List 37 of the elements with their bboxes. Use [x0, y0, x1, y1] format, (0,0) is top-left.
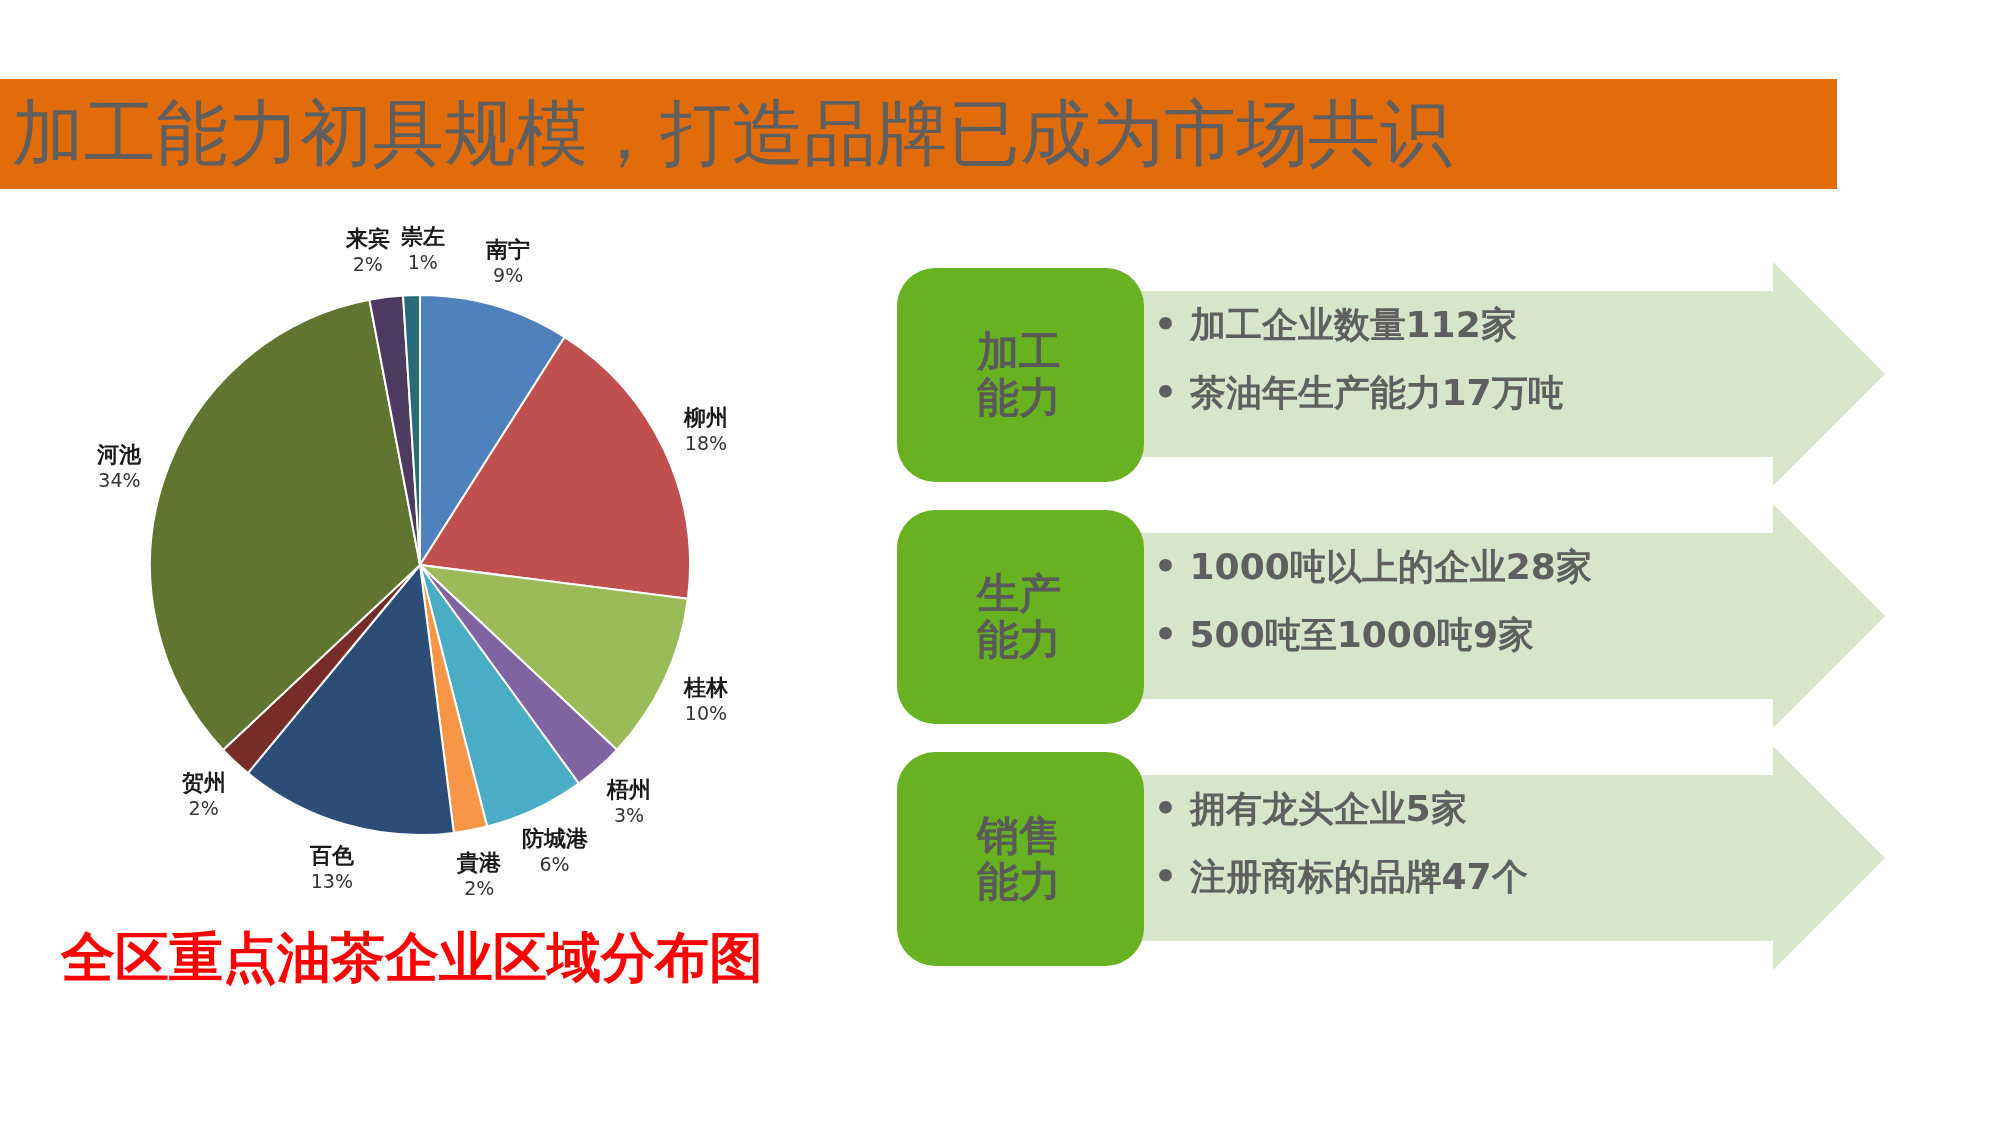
data-label: 18%: [684, 432, 728, 455]
slice-label: 防城港: [521, 825, 589, 851]
category-label: 生产能力: [977, 569, 1063, 664]
slice-label: 桂林: [682, 674, 729, 700]
slice-label: 河池: [96, 442, 143, 468]
text: • 茶油年生产能力17万吨: [1154, 371, 1564, 415]
slice-label: 崇左: [399, 224, 445, 250]
data-label: 2%: [464, 877, 495, 900]
rounded-box: 加工能力: [897, 268, 1144, 482]
data-label: 34%: [98, 469, 141, 492]
slice-label: 南宁: [485, 236, 531, 262]
data-label: 13%: [310, 870, 353, 893]
data-label: 1%: [407, 251, 438, 274]
text: 全区重点油茶企业区域分布图: [61, 926, 763, 989]
text: • 1000吨以上的企业28家: [1154, 545, 1592, 589]
data-label: 10%: [684, 701, 728, 724]
text: • 拥有龙头企业5家: [1154, 787, 1468, 831]
data-label: 2%: [188, 797, 219, 820]
text: • 注册商标的品牌47个: [1154, 855, 1528, 899]
chart-title: 加工能力初具规模，打造品牌已成为市场共识: [11, 91, 1452, 176]
text: • 加工企业数量112家: [1154, 303, 1518, 347]
rounded-box: 销售能力: [897, 752, 1144, 966]
category-label: 加工能力: [977, 327, 1063, 422]
text: • 500吨至1000吨9家: [1154, 613, 1535, 657]
category-label: 销售能力: [977, 811, 1063, 906]
rounded-box: 生产能力: [897, 510, 1144, 724]
slice-label: 来宾: [344, 226, 390, 252]
slice-label: 梧州: [605, 777, 651, 803]
data-label: 6%: [539, 852, 570, 875]
data-label: 3%: [613, 804, 645, 827]
data-label: 9%: [493, 263, 524, 286]
slice-label: 百色: [308, 843, 355, 869]
slice-label: 贺州: [180, 770, 226, 796]
slice-label: 柳州: [682, 405, 728, 431]
data-label: 2%: [352, 253, 383, 276]
slice-label: 貴港: [456, 850, 503, 876]
banner: 加工能力初具规模，打造品牌已成为市场共识: [0, 79, 1837, 189]
